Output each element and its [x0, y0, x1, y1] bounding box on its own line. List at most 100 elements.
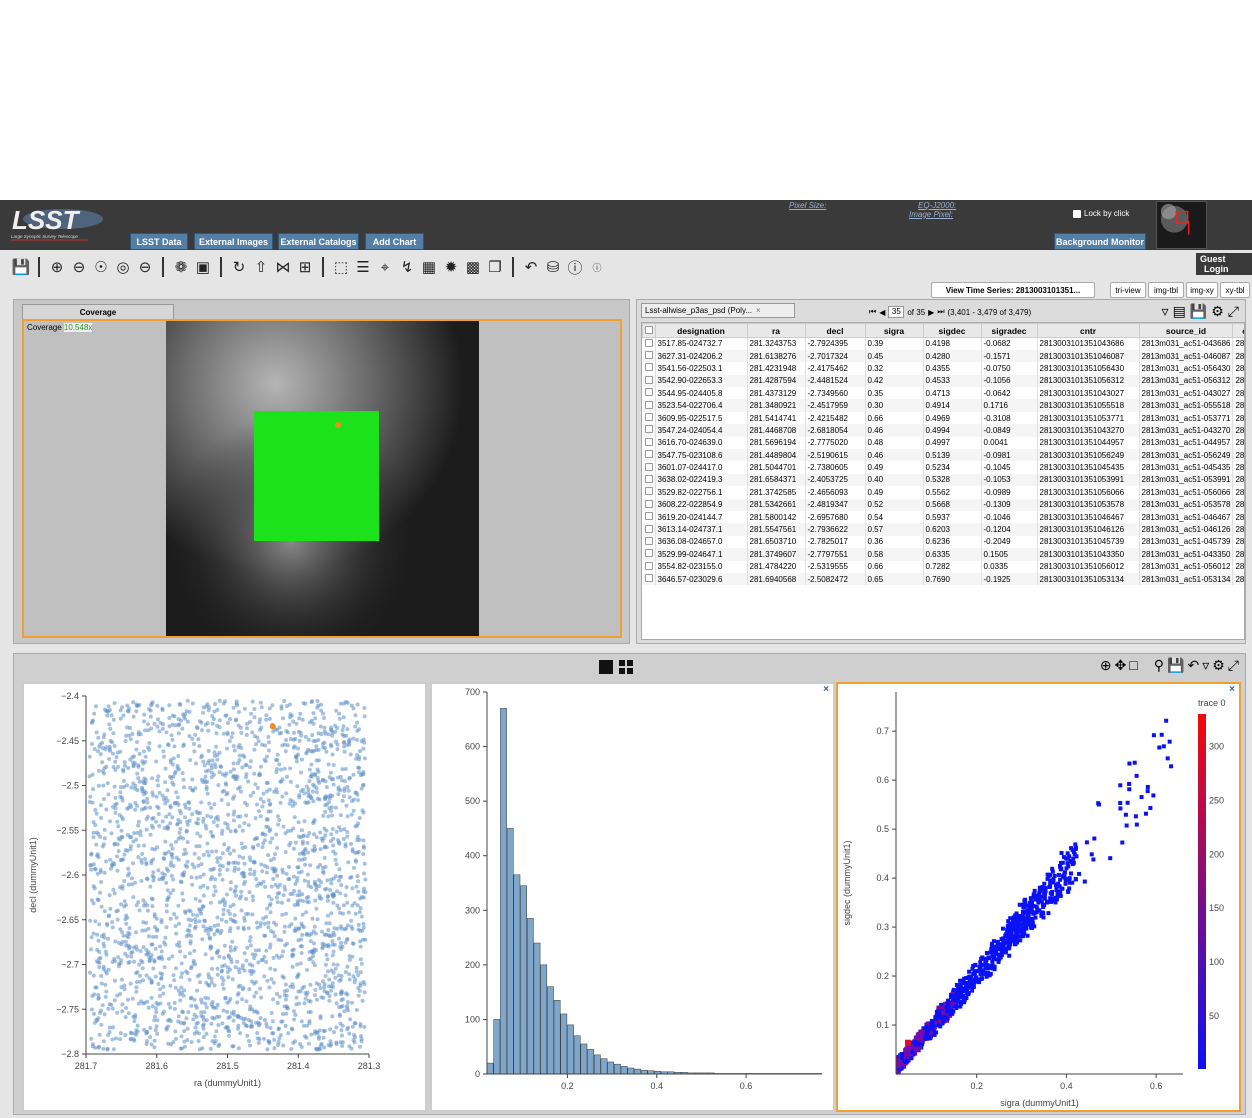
select-area-icon[interactable]: ⬚: [333, 259, 349, 276]
chart-select-icon[interactable]: □: [1129, 657, 1138, 673]
table-row[interactable]: 3554.82-023155.0 281.4784220 -2.5319555 0.6…: [642, 560, 1244, 573]
table-row[interactable]: 3627.31-024206.2 281.6138276 -2.7017324 0.4…: [642, 349, 1244, 363]
background-monitor-button[interactable]: Background Monitor: [1054, 233, 1146, 250]
lock-checkbox[interactable]: [1073, 209, 1081, 218]
table-row[interactable]: 3529.82-022756.1 281.3742585 -2.4656093 0.4…: [642, 486, 1244, 499]
column-header-ra[interactable]: ra: [746, 323, 806, 338]
table-row[interactable]: 3638.02-022419.3 281.6584371 -2.4053725 0.4…: [642, 473, 1244, 487]
row-checkbox[interactable]: [642, 523, 656, 536]
grid-icon[interactable]: ▦: [421, 259, 437, 276]
filter-icon[interactable]: ▿: [1161, 303, 1169, 319]
mosaic-icon[interactable]: ▩: [465, 259, 481, 276]
column-header-cntr[interactable]: cntr: [1036, 323, 1140, 338]
expand-icon[interactable]: ⤢: [1227, 303, 1239, 319]
save-icon[interactable]: 💾: [11, 259, 31, 276]
table-row[interactable]: 3609.95-022517.5 281.5414741 -2.4215482 0.6…: [642, 411, 1244, 425]
restore-icon[interactable]: ↶: [524, 259, 538, 276]
row-checkbox[interactable]: [642, 473, 656, 487]
chart-settings-icon[interactable]: ⚙: [1212, 657, 1225, 673]
image-thumbnail[interactable]: [1156, 201, 1207, 249]
prev-page-icon[interactable]: ◀: [879, 307, 886, 317]
table-row[interactable]: 3619.20-024144.7 281.5800142 -2.6957680 0.5…: [642, 510, 1244, 524]
row-checkbox[interactable]: [642, 436, 656, 450]
chart-reset-zoom-icon[interactable]: ⚲: [1153, 657, 1165, 673]
lock-by-click-toggle[interactable]: Lock by click: [1073, 209, 1129, 218]
external-catalogs-button[interactable]: External Catalogs: [278, 233, 359, 250]
tri-view-button[interactable]: tri-view: [1110, 282, 1146, 298]
table-tab[interactable]: Lsst-allwise_p3as_psd (Poly... ×: [641, 303, 795, 318]
info-icon[interactable]: ⓘ: [567, 259, 583, 277]
view-time-series-button[interactable]: View Time Series: 2813003101351...: [931, 282, 1095, 298]
next-page-icon[interactable]: ▶: [928, 307, 935, 317]
histogram-chart[interactable]: 0.2 0.4 0.6 0 100 200 300 400 500 600 700 ×: [430, 682, 835, 1112]
table-row[interactable]: 3542.90-022653.3 281.4287594 -2.4481524 0.4…: [642, 374, 1244, 388]
select-all-checkbox[interactable]: [642, 323, 656, 338]
row-checkbox[interactable]: [642, 461, 656, 474]
coverage-image-viewer[interactable]: Coverage 10.548x: [22, 319, 622, 638]
row-checkbox[interactable]: [642, 535, 656, 549]
add-chart-button[interactable]: Add Chart: [365, 233, 424, 250]
img-tbl-button[interactable]: img-tbl: [1148, 282, 1184, 298]
table-row[interactable]: 3601.07-024417.0 281.5044701 -2.7380605 0.4…: [642, 461, 1244, 474]
row-checkbox[interactable]: [642, 424, 656, 437]
stats-icon[interactable]: ↯: [400, 259, 414, 276]
table-row[interactable]: 3541.56-022503.1 281.4231948 -2.4175462 0.3…: [642, 362, 1244, 375]
crop-icon[interactable]: ⌖: [380, 258, 390, 276]
lock-icon[interactable]: ⛁: [546, 259, 560, 276]
row-checkbox[interactable]: [642, 411, 656, 425]
column-header-designation[interactable]: designation: [654, 323, 748, 338]
table-row[interactable]: 3523.54-022706.4 281.3480921 -2.4517959 0.3…: [642, 399, 1244, 412]
text-view-icon[interactable]: ▤: [1172, 303, 1186, 319]
chart-filter-icon[interactable]: ▿: [1202, 657, 1210, 673]
page-input[interactable]: 35: [888, 306, 905, 318]
first-page-icon[interactable]: ⏮: [869, 307, 877, 316]
xy-tbl-button[interactable]: xy-tbl: [1220, 282, 1250, 298]
chart-expand-icon[interactable]: ⤢: [1227, 657, 1239, 673]
coverage-tab[interactable]: Coverage: [22, 304, 174, 319]
row-checkbox[interactable]: [642, 510, 656, 524]
table-row[interactable]: 3613.14-024737.1 281.5547561 -2.7936622 0.5…: [642, 523, 1244, 536]
close-tab-icon[interactable]: ×: [756, 306, 761, 315]
chart-save-icon[interactable]: 💾: [1167, 657, 1185, 673]
last-page-icon[interactable]: ⏭: [937, 307, 945, 316]
row-checkbox[interactable]: [642, 449, 656, 462]
table-row[interactable]: 3547.75-023108.6 281.4489804 -2.5190615 0.4…: [642, 449, 1244, 462]
scatter-plot[interactable]: 281.7 281.6 281.5 281.4 281.3−2.4−2.45−2.5−2…: [24, 684, 425, 1110]
grid-layout-icon[interactable]: [619, 660, 633, 674]
external-images-button[interactable]: External Images: [194, 233, 273, 250]
column-header-source_id[interactable]: source_id: [1138, 323, 1234, 338]
chart-zoom-icon[interactable]: ⊕: [1099, 657, 1112, 673]
overlay-icon[interactable]: ❐: [488, 259, 502, 276]
zoom-fit-icon[interactable]: ◎: [116, 259, 130, 276]
heatmap-chart[interactable]: 0.2 0.4 0.6 0.1 0.2 0.3 0.4 0.5 0.6 0.7 sigra (dum…: [836, 682, 1241, 1112]
close-chart-icon[interactable]: ×: [1229, 684, 1235, 695]
north-up-icon[interactable]: ⇧: [254, 259, 268, 276]
close-chart-icon[interactable]: ×: [823, 684, 829, 695]
row-checkbox[interactable]: [642, 362, 656, 375]
row-checkbox[interactable]: [642, 387, 656, 400]
column-header-sigradec[interactable]: sigradec: [980, 323, 1038, 338]
table-row[interactable]: 3529.99-024647.1 281.3749607 -2.7797551 0.5…: [642, 548, 1244, 561]
column-header-cc[interactable]: cc: [1232, 323, 1244, 338]
column-header-decl[interactable]: decl: [804, 323, 866, 338]
row-checkbox[interactable]: [642, 498, 656, 511]
table-row[interactable]: 3636.08-024657.0 281.6503710 -2.7825017 0.3…: [642, 535, 1244, 549]
column-header-sigra[interactable]: sigra: [864, 323, 924, 338]
recenter-icon[interactable]: ⊞: [298, 259, 312, 276]
row-checkbox[interactable]: [642, 572, 656, 586]
login-link[interactable]: Login: [1204, 264, 1229, 274]
column-header-sigdec[interactable]: sigdec: [922, 323, 982, 338]
row-checkbox[interactable]: [642, 560, 656, 573]
chart-restore-icon[interactable]: ↶: [1187, 657, 1200, 673]
row-checkbox[interactable]: [642, 349, 656, 363]
table-row[interactable]: 3544.95-024405.8 281.4373129 -2.7349560 0.3…: [642, 387, 1244, 400]
table-row[interactable]: 3547.24-024054.4 281.4468708 -2.6818054 0.4…: [642, 424, 1244, 437]
settings-icon[interactable]: ⚙: [1211, 303, 1224, 319]
zoom-fill-icon[interactable]: ⊖: [138, 259, 152, 276]
flip-icon[interactable]: ⋈: [275, 259, 291, 276]
chart-pan-icon[interactable]: ✥: [1114, 657, 1127, 673]
save-table-icon[interactable]: 💾: [1189, 303, 1208, 319]
table-row[interactable]: 3517.85-024732.7 281.3243753 -2.7924395 0.3…: [642, 337, 1244, 350]
